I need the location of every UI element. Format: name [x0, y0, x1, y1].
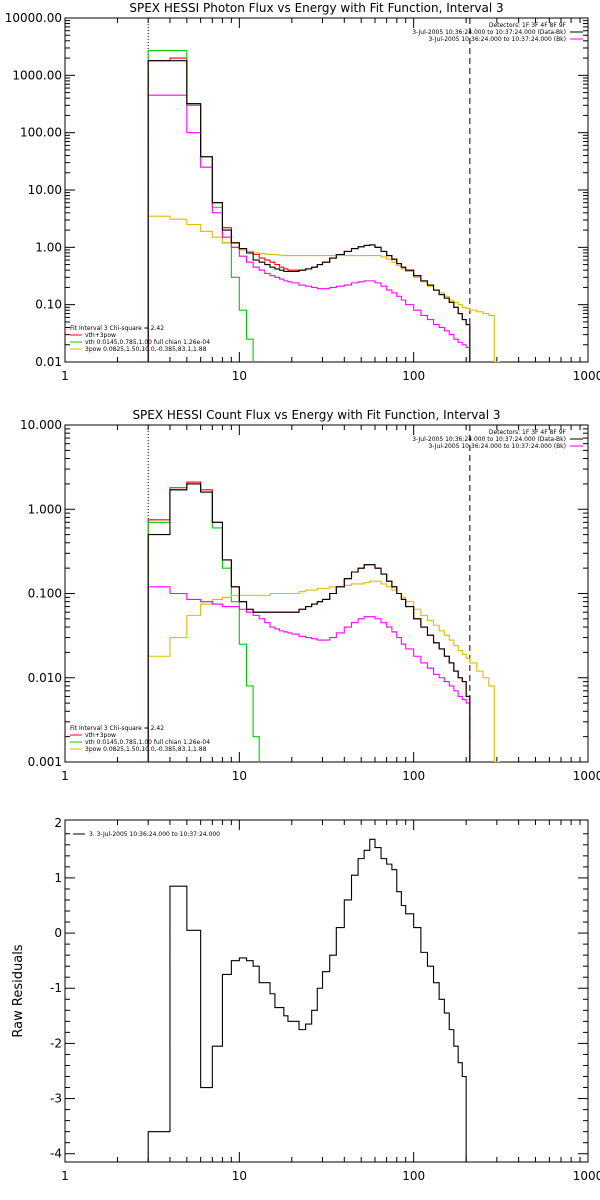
info-line-3: 3-Jul-2005 10:36:24.000 to 10:37:24.000 … [428, 36, 566, 43]
plot-area [147, 481, 501, 762]
y-tick-label: 10.00 [28, 183, 62, 197]
series-4-line [147, 586, 476, 762]
series-1-line [147, 57, 476, 362]
y-tick-label: 0.01 [35, 355, 62, 369]
plot-frame [64, 17, 589, 363]
y-tick-label: 0.001 [28, 755, 62, 769]
series-3-line [147, 215, 501, 362]
info-line-2: 3-Jul-2005 10:36:24.000 to 10:37:24.000 … [412, 436, 566, 443]
y-tick-label: 10000.00 [5, 11, 62, 25]
y-tick-label: -3 [50, 1092, 62, 1106]
plot-frame [64, 819, 589, 1163]
y-tick-label: -1 [50, 981, 62, 995]
x-tick-label: 1000 [573, 769, 600, 783]
x-tick-label: 1 [61, 369, 69, 383]
y-tick-label: 0.10 [35, 298, 62, 312]
y-tick-label: 1 [54, 871, 62, 885]
info-line-1: Detectors: 1F 3F 4F 8F 9F [489, 429, 567, 436]
chart-1: SPEX HESSI Photon Flux vs Energy with Fi… [5, 1, 600, 383]
x-tick-label: 100 [402, 1169, 425, 1183]
legend-item-1: vth+3pow [85, 332, 116, 339]
x-tick-label: 1000 [573, 1169, 600, 1183]
x-tick-label: 1 [61, 1169, 69, 1183]
legend-item-3: 3pow 0.0825,1.50,10.0,-0.385,83.1,1.88 [85, 346, 207, 353]
plot-area [147, 50, 501, 362]
series-2-line [147, 50, 254, 362]
info-line-2: 3-Jul-2005 10:36:24.000 to 10:37:24.000 … [412, 29, 566, 36]
x-tick-label: 10 [232, 769, 247, 783]
y-axis-label: Raw Residuals [11, 944, 26, 1037]
chart-title: SPEX HESSI Photon Flux vs Energy with Fi… [129, 1, 503, 15]
info-line-3: 3-Jul-2005 10:36:24.000 to 10:37:24.000 … [428, 443, 566, 450]
legend-item-2: vth 0.0145,0.785,1.00 full chian 1.26e-0… [85, 339, 210, 346]
legend-item-1: 3. 3-Jul-2005 10:36:24.000 to 10:37:24.0… [89, 831, 220, 838]
y-tick-label: 10.000 [20, 418, 62, 432]
info-line-1: Detectors: 1F 3F 4F 8F 9F [489, 22, 567, 29]
series-5-line [147, 60, 476, 362]
y-tick-label: 0.010 [28, 671, 62, 685]
series-3-line [147, 580, 501, 762]
y-tick-label: -4 [50, 1147, 62, 1161]
y-tick-label: 0.100 [28, 587, 62, 601]
chart-2: SPEX HESSI Count Flux vs Energy with Fit… [20, 408, 600, 783]
chart-3: Raw Residuals 1 10 100 1000 -4 -3 -2 -1 0 1 2 3. 3-J… [11, 816, 600, 1183]
y-tick-label: 1.000 [28, 502, 62, 516]
y-tick-label: 2 [54, 816, 62, 830]
chart-title: SPEX HESSI Count Flux vs Energy with Fit… [132, 408, 500, 422]
legend-header: Fit Interval 3 Chi-square = 2.42 [70, 325, 164, 332]
y-tick-label: 0 [54, 926, 62, 940]
y-tick-label: 1.00 [35, 240, 62, 254]
legend-item-1: vth+3pow [85, 732, 116, 739]
legend-item-3: 3pow 0.0825,1.50,10.0,-0.385,83.1,1.88 [85, 746, 207, 753]
series-5-line [147, 483, 476, 762]
x-tick-label: 10 [232, 369, 247, 383]
x-tick-label: 100 [402, 369, 425, 383]
legend-header: Fit Interval 3 Chi-square = 2.42 [70, 725, 164, 732]
plot-frame [64, 424, 589, 763]
y-tick-label: -2 [50, 1036, 62, 1050]
x-tick-label: 1000 [573, 369, 600, 383]
x-tick-label: 1 [61, 769, 69, 783]
x-tick-label: 100 [402, 769, 425, 783]
y-tick-label: 1000.00 [12, 68, 62, 82]
series-1-line [147, 838, 476, 1162]
legend-item-2: vth 0.0145,0.785,1.00 full chian 1.26e-0… [85, 739, 210, 746]
series-4-line [147, 94, 476, 362]
x-tick-label: 10 [232, 1169, 247, 1183]
plot-area [147, 838, 476, 1162]
y-tick-label: 100.00 [20, 126, 62, 140]
